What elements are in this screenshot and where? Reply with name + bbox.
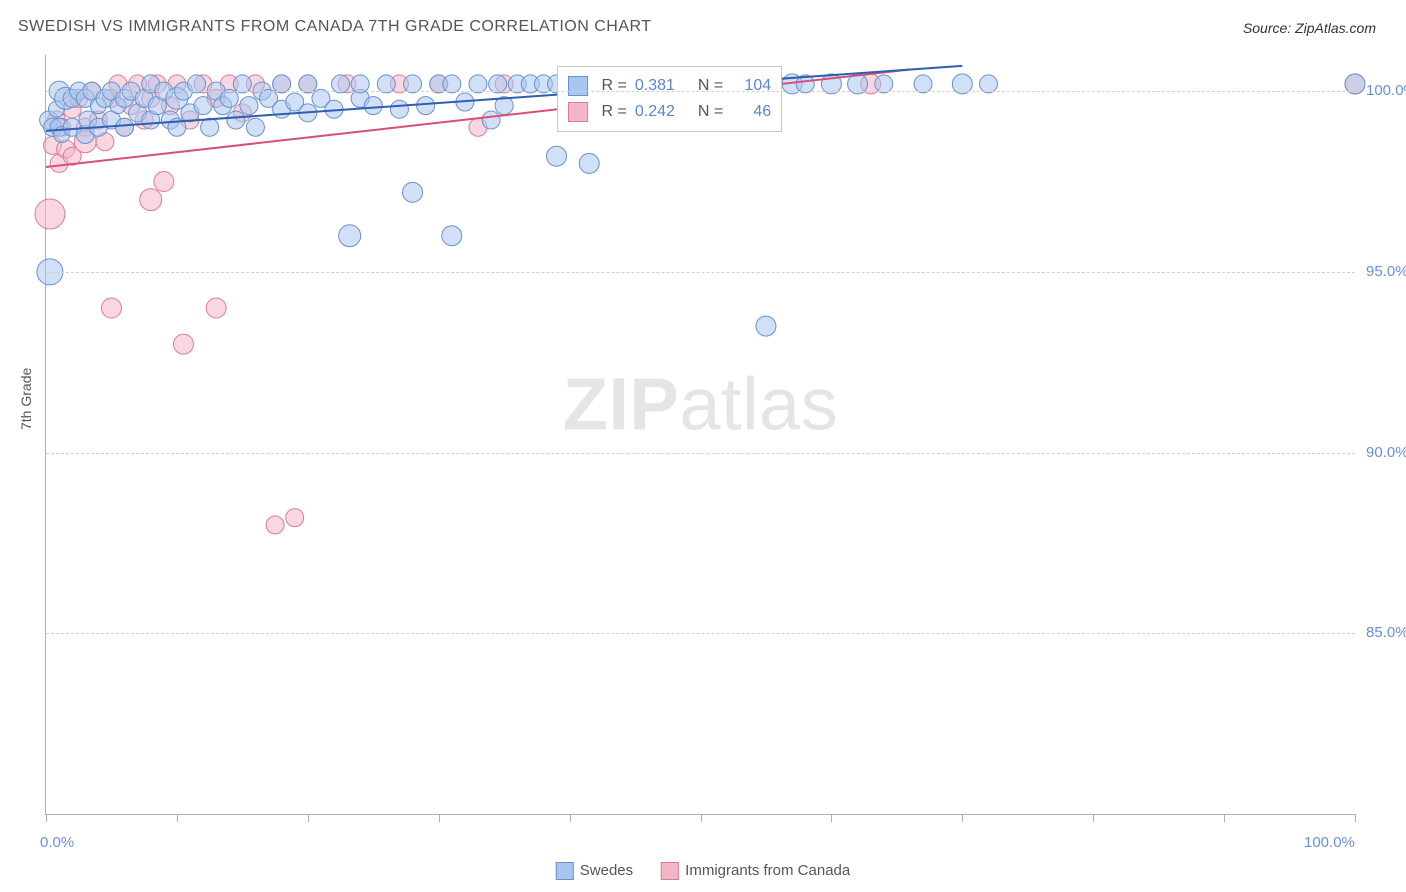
data-point xyxy=(206,298,226,318)
data-point xyxy=(442,226,462,246)
plot-area: ZIPatlas R = 0.381 N = 104 R = 0.242 N =… xyxy=(45,55,1355,815)
legend-item-swedes: Swedes xyxy=(556,862,633,880)
data-point xyxy=(201,118,219,136)
data-point xyxy=(240,97,258,115)
swatch-immigrants-bottom xyxy=(661,862,679,880)
data-point xyxy=(173,334,193,354)
n-value-swedes: 104 xyxy=(731,73,771,99)
data-point xyxy=(417,97,435,115)
y-tick-label: 85.0% xyxy=(1366,624,1406,641)
data-point xyxy=(482,111,500,129)
legend-item-immigrants: Immigrants from Canada xyxy=(661,862,850,880)
data-point xyxy=(154,172,174,192)
data-point xyxy=(390,100,408,118)
y-tick-label: 95.0% xyxy=(1366,263,1406,280)
swatch-swedes xyxy=(568,76,588,96)
correlation-legend-box: R = 0.381 N = 104 R = 0.242 N = 46 xyxy=(557,66,783,131)
data-point xyxy=(35,199,65,229)
source-label: Source: ZipAtlas.com xyxy=(1243,20,1376,36)
data-point xyxy=(579,153,599,173)
data-point xyxy=(339,225,361,247)
data-point xyxy=(364,97,382,115)
y-axis-label: 7th Grade xyxy=(18,368,34,430)
swatch-immigrants xyxy=(568,102,588,122)
legend-row-immigrants: R = 0.242 N = 46 xyxy=(568,99,772,125)
legend-bottom: Swedes Immigrants from Canada xyxy=(556,862,850,880)
data-point xyxy=(286,509,304,527)
data-point xyxy=(547,146,567,166)
y-tick-label: 100.0% xyxy=(1366,82,1406,99)
data-point xyxy=(403,182,423,202)
data-point xyxy=(756,316,776,336)
r-value-swedes: 0.381 xyxy=(635,73,690,99)
data-point xyxy=(101,298,121,318)
swatch-swedes-bottom xyxy=(556,862,574,880)
data-point xyxy=(266,516,284,534)
data-point xyxy=(116,118,134,136)
y-tick-label: 90.0% xyxy=(1366,444,1406,461)
chart-title: SWEDISH VS IMMIGRANTS FROM CANADA 7TH GR… xyxy=(18,18,652,36)
data-point xyxy=(140,189,162,211)
data-point xyxy=(227,111,245,129)
x-tick-label-left: 0.0% xyxy=(40,834,74,851)
x-tick-label-right: 100.0% xyxy=(1304,834,1355,851)
chart-svg xyxy=(46,55,1355,814)
data-point xyxy=(194,97,212,115)
n-value-immigrants: 46 xyxy=(731,99,771,125)
legend-row-swedes: R = 0.381 N = 104 xyxy=(568,73,772,99)
r-value-immigrants: 0.242 xyxy=(635,99,690,125)
data-point xyxy=(246,118,264,136)
